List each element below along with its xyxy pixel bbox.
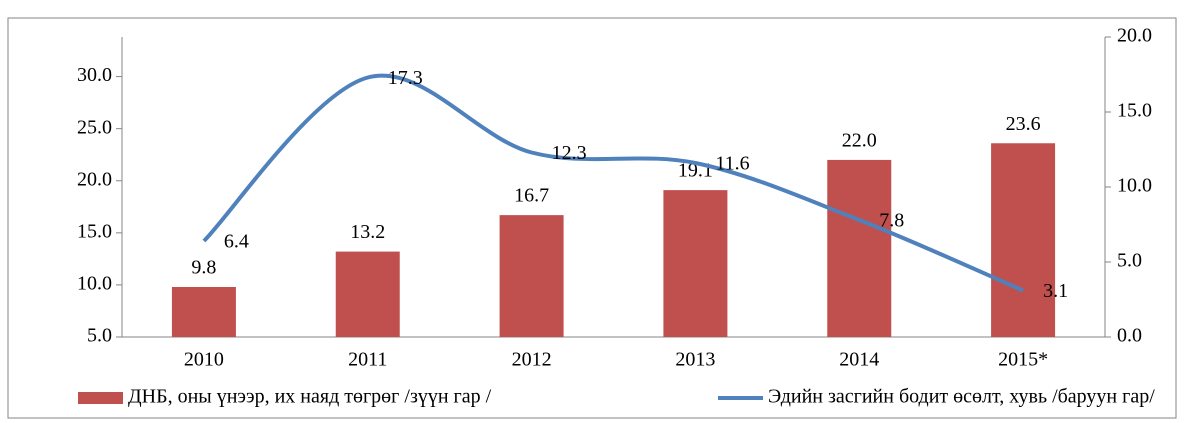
bar bbox=[499, 215, 564, 337]
line-label: 7.8 bbox=[879, 210, 904, 232]
y-tick-label: 15.0 bbox=[77, 220, 112, 242]
bar bbox=[663, 190, 728, 337]
bar bbox=[335, 251, 400, 337]
line-label: 11.6 bbox=[715, 153, 749, 175]
y-tick-label: 30.0 bbox=[77, 64, 112, 86]
bar-label: 16.7 bbox=[514, 185, 549, 207]
x-tick-label: 2015* bbox=[998, 349, 1048, 371]
y2-tick-label: 0.0 bbox=[1117, 325, 1142, 347]
x-tick-label: 2012 bbox=[512, 349, 552, 371]
bar-label: 13.2 bbox=[350, 221, 385, 243]
x-tick-label: 2011 bbox=[348, 349, 387, 371]
chart-frame bbox=[7, 17, 1177, 419]
y2-tick-label: 5.0 bbox=[1117, 250, 1142, 272]
bar bbox=[827, 159, 892, 337]
y-tick-label: 25.0 bbox=[77, 116, 112, 138]
bar-label: 9.8 bbox=[191, 257, 216, 279]
y2-tick-label: 15.0 bbox=[1117, 100, 1152, 122]
y2-tick-label: 10.0 bbox=[1117, 175, 1152, 197]
y-tick-label: 20.0 bbox=[77, 168, 112, 190]
line-label: 12.3 bbox=[552, 142, 587, 164]
y-tick-label: 10.0 bbox=[77, 273, 112, 295]
bar bbox=[171, 287, 236, 337]
legend-swatch bbox=[78, 392, 123, 404]
x-tick-label: 2013 bbox=[675, 349, 715, 371]
x-tick-label: 2010 bbox=[184, 349, 224, 371]
y-tick-label: 5.0 bbox=[87, 325, 112, 347]
line bbox=[202, 73, 1024, 293]
x-tick-label: 2014 bbox=[839, 349, 879, 371]
bar-label: 23.6 bbox=[1006, 113, 1041, 135]
legend-label: ДНБ, оны үнээр, их наяд төгрөг /зүүн гар… bbox=[128, 386, 492, 408]
legend-label: Эдийн засгийн бодит өсөлт, хувь /баруун … bbox=[768, 386, 1155, 408]
line-label: 6.4 bbox=[224, 231, 249, 253]
bar bbox=[991, 143, 1056, 337]
line-label: 3.1 bbox=[1043, 280, 1068, 302]
y2-tick-label: 20.0 bbox=[1117, 25, 1152, 47]
bar-label: 22.0 bbox=[842, 130, 877, 152]
line-label: 17.3 bbox=[388, 67, 423, 89]
